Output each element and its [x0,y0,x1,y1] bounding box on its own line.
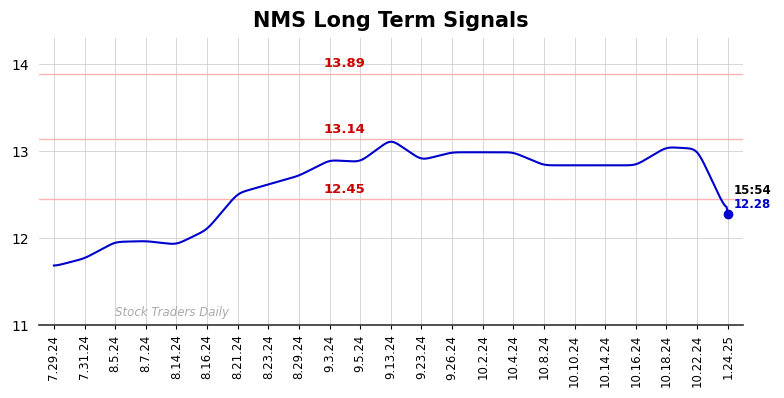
Text: 13.89: 13.89 [324,57,366,70]
Text: 13.14: 13.14 [324,123,366,136]
Text: 15:54: 15:54 [734,183,771,197]
Text: 12.28: 12.28 [734,197,771,211]
Title: NMS Long Term Signals: NMS Long Term Signals [253,11,528,31]
Text: Stock Traders Daily: Stock Traders Daily [115,306,229,318]
Text: 12.45: 12.45 [324,183,366,196]
